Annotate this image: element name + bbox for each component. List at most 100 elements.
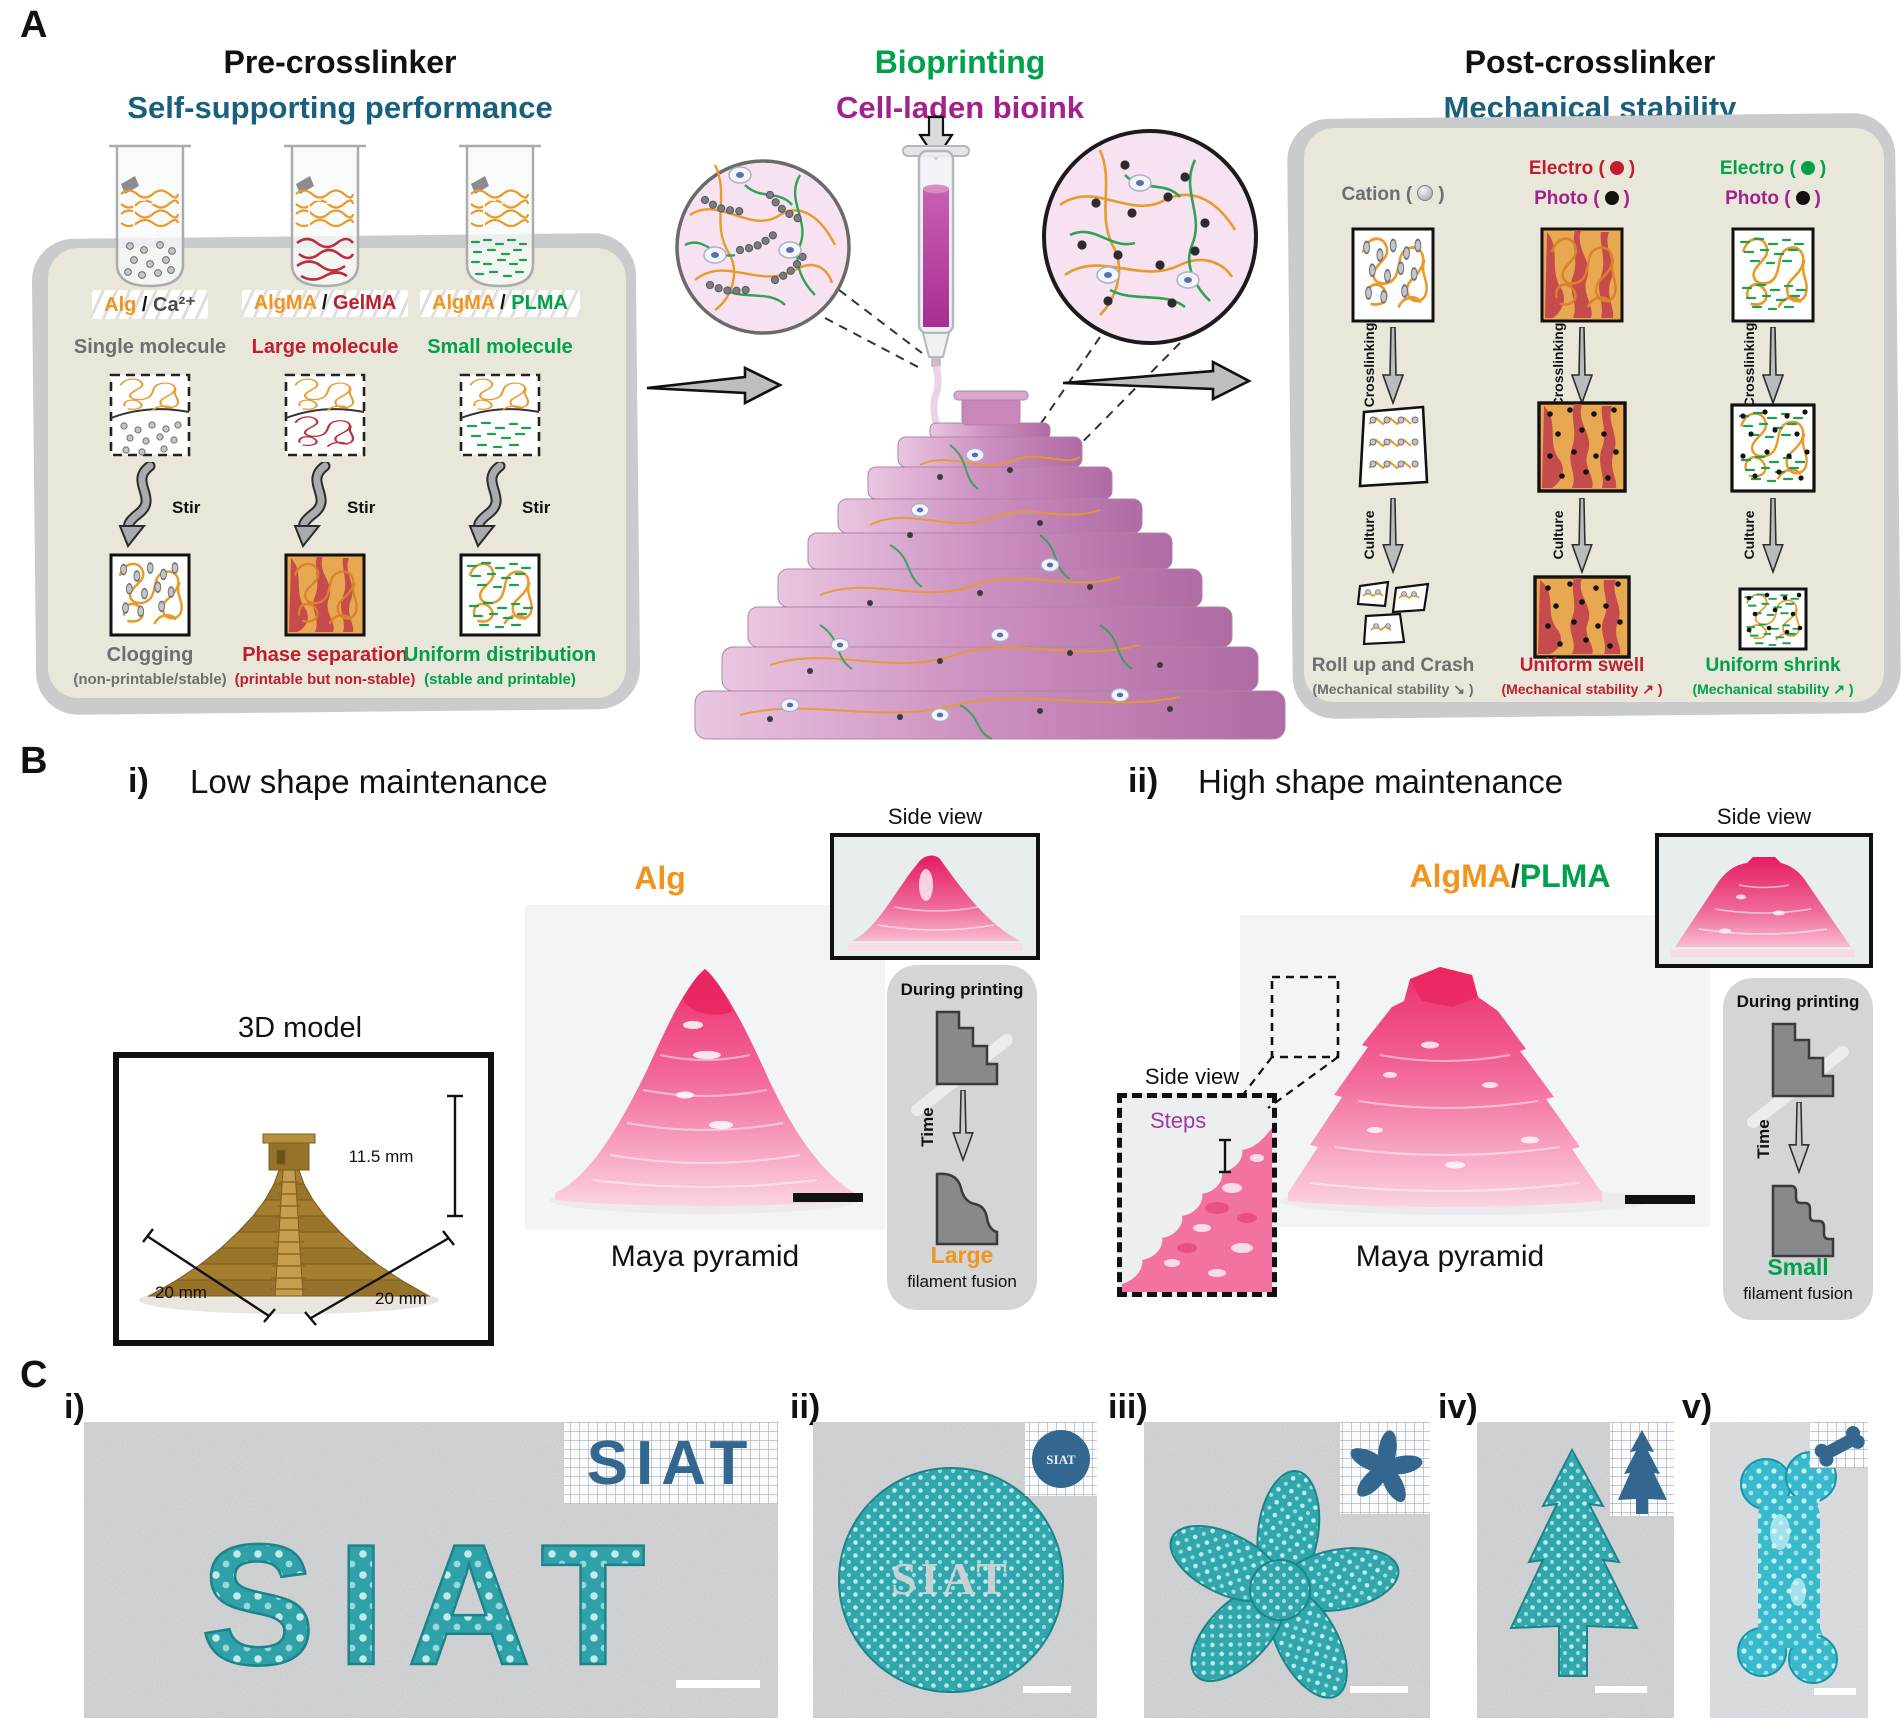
model-title: 3D model bbox=[237, 1012, 363, 1044]
stair-sharp-icon bbox=[935, 1010, 999, 1086]
photo-header: Photo () bbox=[1663, 188, 1883, 210]
steps-inset-title: Side view bbox=[1144, 1064, 1240, 1089]
rollup-crash-box bbox=[1356, 580, 1430, 646]
electro-pre: Electro ( bbox=[1719, 158, 1796, 179]
cation-header: Cation () bbox=[1283, 184, 1503, 206]
culture-arrow-icon bbox=[1762, 498, 1784, 574]
pyramid-polymer-strands bbox=[739, 444, 1181, 740]
material-slash: / bbox=[1510, 858, 1520, 894]
electro-red-box-initial bbox=[1540, 227, 1624, 323]
zoom-region-rect bbox=[1270, 975, 1340, 1059]
bone-sheen bbox=[1770, 1514, 1806, 1606]
cation-post: ) bbox=[1438, 184, 1445, 205]
photo-pre: Photo ( bbox=[1725, 188, 1791, 209]
crosslinking-arrow-icon bbox=[1570, 327, 1594, 405]
beaker-mark-5: 5 bbox=[325, 226, 331, 237]
crosslinking-arrow-icon bbox=[1381, 327, 1405, 405]
electro-pre: Electro ( bbox=[1528, 158, 1605, 179]
electro-post: ) bbox=[1628, 158, 1636, 179]
panel-b-label: B bbox=[20, 740, 48, 782]
electro-red-dot-icon bbox=[1609, 161, 1624, 175]
beaker-algma-plma-icon: 10 5 bbox=[459, 144, 541, 288]
c-iv-number: iv) bbox=[1438, 1388, 1478, 1426]
inset-siat-text: SIAT bbox=[587, 1429, 756, 1498]
scale-bar bbox=[1814, 1688, 1856, 1695]
mix-box-algma-plma bbox=[459, 373, 541, 457]
phase-separation-sublabel: (printable but non-stable) bbox=[234, 671, 416, 688]
electro-green-dot-icon bbox=[1800, 161, 1815, 175]
uniform-swell-sublabel: (Mechanical stability ↗ ) bbox=[1501, 681, 1663, 697]
chip-slash: / bbox=[494, 292, 512, 314]
cad-inset-siat-letters: SIAT bbox=[564, 1422, 778, 1504]
panel-a-label: A bbox=[20, 4, 48, 46]
beaker-mark-10: 10 bbox=[500, 196, 512, 207]
beaker-mark-5: 5 bbox=[500, 226, 506, 237]
during-printing-label-ii: During printing bbox=[1736, 992, 1860, 1011]
filament-fusion-label-ii: filament fusion bbox=[1743, 1284, 1853, 1303]
maya-pyramid-caption-ii: Maya pyramid bbox=[1355, 1240, 1545, 1273]
model-pyramid-icon: 11.5 mm 20 mm 20 mm bbox=[139, 1094, 463, 1326]
chip-alg-ca: Alg / Ca²⁺ bbox=[45, 290, 255, 319]
syringe-icon bbox=[902, 145, 970, 424]
filament-fusion-label-i: filament fusion bbox=[907, 1272, 1017, 1291]
scale-bar bbox=[1595, 1686, 1647, 1693]
maya-pyramid-caption-i: Maya pyramid bbox=[610, 1240, 800, 1273]
electro-green-header: Electro () bbox=[1663, 158, 1883, 180]
bioprinting-scene bbox=[646, 115, 1286, 740]
steps-zoom-inset bbox=[1117, 1093, 1277, 1297]
printed-siat-text: SIAT bbox=[200, 1509, 667, 1701]
crosslink-nodes bbox=[1077, 160, 1210, 308]
photo-print-bone bbox=[1710, 1422, 1868, 1718]
chip-ca-text: Ca²⁺ bbox=[153, 294, 196, 316]
material-plma: PLMA bbox=[1519, 858, 1611, 894]
printed-flower-shape bbox=[1169, 1470, 1400, 1699]
post-crosslinker-title: Post-crosslinker bbox=[1464, 44, 1716, 80]
clogging-sublabel: (non-printable/stable) bbox=[73, 671, 227, 688]
stir-arrow-icon bbox=[468, 462, 506, 548]
steps-zoom-photo bbox=[1122, 1128, 1272, 1292]
photo-header: Photo () bbox=[1472, 188, 1692, 210]
time-arrow-icon-i bbox=[952, 1090, 974, 1162]
c-iii-number: iii) bbox=[1108, 1388, 1148, 1426]
stir-arrow-icon bbox=[293, 462, 331, 548]
culture-arrow-icon bbox=[1382, 498, 1404, 574]
cation-box-initial bbox=[1351, 227, 1435, 323]
callout-dashes bbox=[824, 289, 1181, 478]
side-view-label-i: Side view bbox=[887, 804, 983, 829]
cell-laden-subtitle: Cell-laden bioink bbox=[835, 90, 1085, 125]
uniform-shrink-sublabel: (Mechanical stability ↗ ) bbox=[1692, 681, 1854, 697]
time-label-ii: Time bbox=[1754, 1119, 1773, 1159]
cad-inset-tree bbox=[1610, 1422, 1674, 1516]
b-ii-title: High shape maintenance bbox=[1198, 763, 1564, 800]
chip-gelma-text: GelMA bbox=[332, 292, 397, 314]
chip-algma-gelma: AlgMA / GelMA bbox=[220, 290, 430, 317]
uniform-swell-label: Uniform swell bbox=[1519, 655, 1645, 676]
electro-red-box-crosslinked bbox=[1537, 401, 1627, 493]
scale-bar bbox=[676, 1680, 760, 1688]
chip-algma-text: AlgMA bbox=[432, 292, 495, 314]
beaker-mark-10: 10 bbox=[325, 196, 337, 207]
rollup-crash-label: Roll up and Crash bbox=[1311, 655, 1475, 676]
model-height-label: 11.5 mm bbox=[349, 1147, 414, 1166]
c-v-number: v) bbox=[1682, 1388, 1713, 1426]
single-molecule-label: Single molecule bbox=[73, 336, 227, 358]
stair-melted-icon bbox=[935, 1172, 999, 1246]
b-i-title: Low shape maintenance bbox=[190, 763, 548, 800]
c-ii-number: ii) bbox=[790, 1388, 821, 1426]
inset-disc-siat-text: SIAT bbox=[1046, 1452, 1076, 1467]
scale-bar bbox=[793, 1193, 863, 1202]
during-printing-label-i: During printing bbox=[900, 980, 1024, 999]
photo-dot-icon bbox=[1795, 191, 1810, 205]
electro-post: ) bbox=[1819, 158, 1827, 179]
culture-label-1: Culture bbox=[1361, 510, 1377, 560]
large-molecule-label: Large molecule bbox=[251, 336, 399, 358]
c-i-number: i) bbox=[64, 1388, 85, 1426]
photo-print-siat-letters: SIAT SIAT bbox=[84, 1422, 778, 1718]
side-view-photo-ii bbox=[1659, 837, 1869, 964]
photo-print-flower bbox=[1144, 1422, 1430, 1718]
side-view-inset-i bbox=[830, 833, 1040, 960]
disc-siat-cutout-text: SIAT bbox=[891, 1553, 1011, 1604]
uniform-distribution-label: Uniform distribution bbox=[403, 644, 597, 666]
electro-green-box-initial bbox=[1731, 227, 1815, 323]
